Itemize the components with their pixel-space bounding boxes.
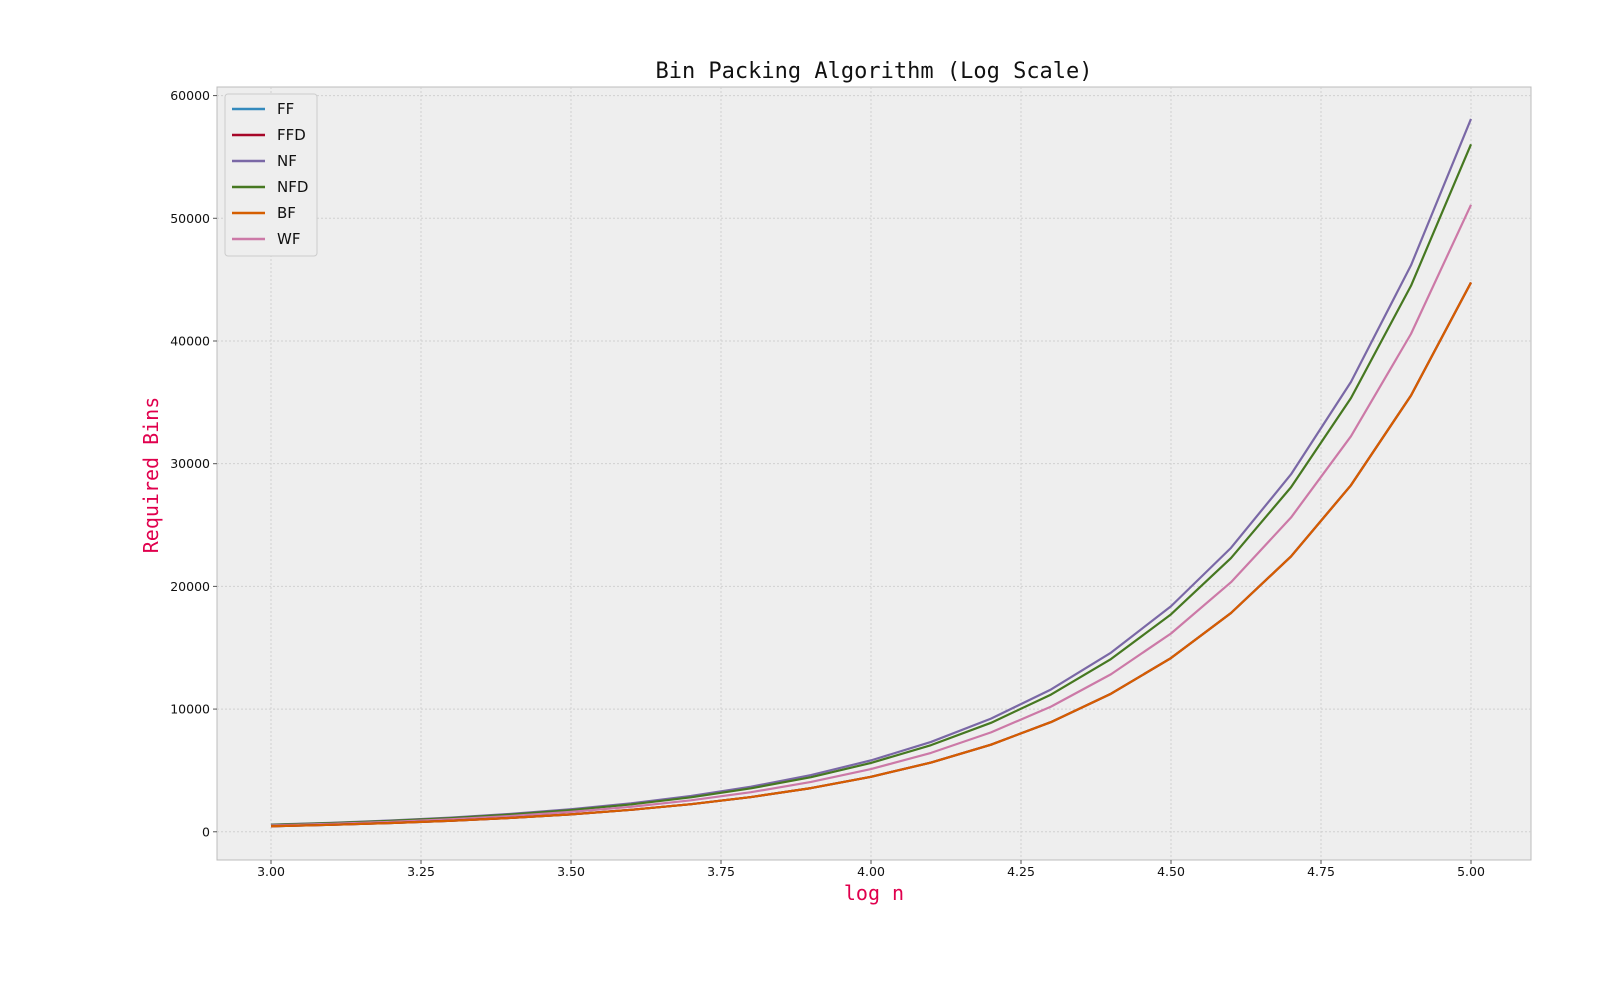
y-tick-label: 10000 xyxy=(170,702,210,717)
legend-item: FF xyxy=(232,100,294,118)
series-line-wf xyxy=(270,204,1472,827)
x-tick-label: 3.50 xyxy=(557,864,585,879)
y-axis-label: Required Bins xyxy=(139,397,163,554)
x-tick-label: 3.75 xyxy=(707,864,735,879)
y-tick-label: 20000 xyxy=(170,579,210,594)
chart-title: Bin Packing Algorithm (Log Scale) xyxy=(655,59,1092,84)
gridlines xyxy=(217,87,1531,860)
legend-label: FF xyxy=(277,100,294,118)
series-line-bf xyxy=(270,281,1472,828)
legend-item: NFD xyxy=(232,178,308,196)
legend-item: FFD xyxy=(232,126,306,144)
legend-item: BF xyxy=(232,204,296,222)
x-axis-label: log n xyxy=(844,881,904,905)
legend: FF FFD NF NFD BF WF xyxy=(224,93,318,257)
legend-label: NF xyxy=(277,152,297,170)
y-tick-label: 50000 xyxy=(170,211,210,226)
y-tick-label: 40000 xyxy=(170,333,210,348)
x-tick-label: 4.75 xyxy=(1307,864,1335,879)
x-tick-label: 3.25 xyxy=(407,864,435,879)
x-tick-label: 5.00 xyxy=(1457,864,1485,879)
legend-label: WF xyxy=(277,230,300,248)
legend-item: NF xyxy=(232,152,297,170)
legend-label: BF xyxy=(277,204,296,222)
series-lines xyxy=(270,118,1473,828)
y-tick-label: 30000 xyxy=(170,456,210,471)
x-tick-label: 4.00 xyxy=(857,864,885,879)
legend-label: NFD xyxy=(277,178,308,196)
plot-background xyxy=(216,86,1532,861)
x-tick-label: 4.25 xyxy=(1007,864,1035,879)
x-tick-label: 3.00 xyxy=(257,864,285,879)
legend-box xyxy=(224,93,318,257)
y-axis-ticks: 0 10000 20000 30000 40000 50000 60000 xyxy=(170,88,217,839)
x-tick-label: 4.50 xyxy=(1157,864,1185,879)
y-tick-label: 60000 xyxy=(170,88,210,103)
series-line-nfd xyxy=(270,143,1473,827)
y-tick-label: 0 xyxy=(202,824,210,839)
x-axis-ticks: 3.00 3.25 3.50 3.75 4.00 4.25 4.50 4.75 5.00 xyxy=(257,860,1485,879)
legend-item: WF xyxy=(232,230,300,248)
plot-area xyxy=(216,86,1532,861)
legend-label: FFD xyxy=(277,126,306,144)
